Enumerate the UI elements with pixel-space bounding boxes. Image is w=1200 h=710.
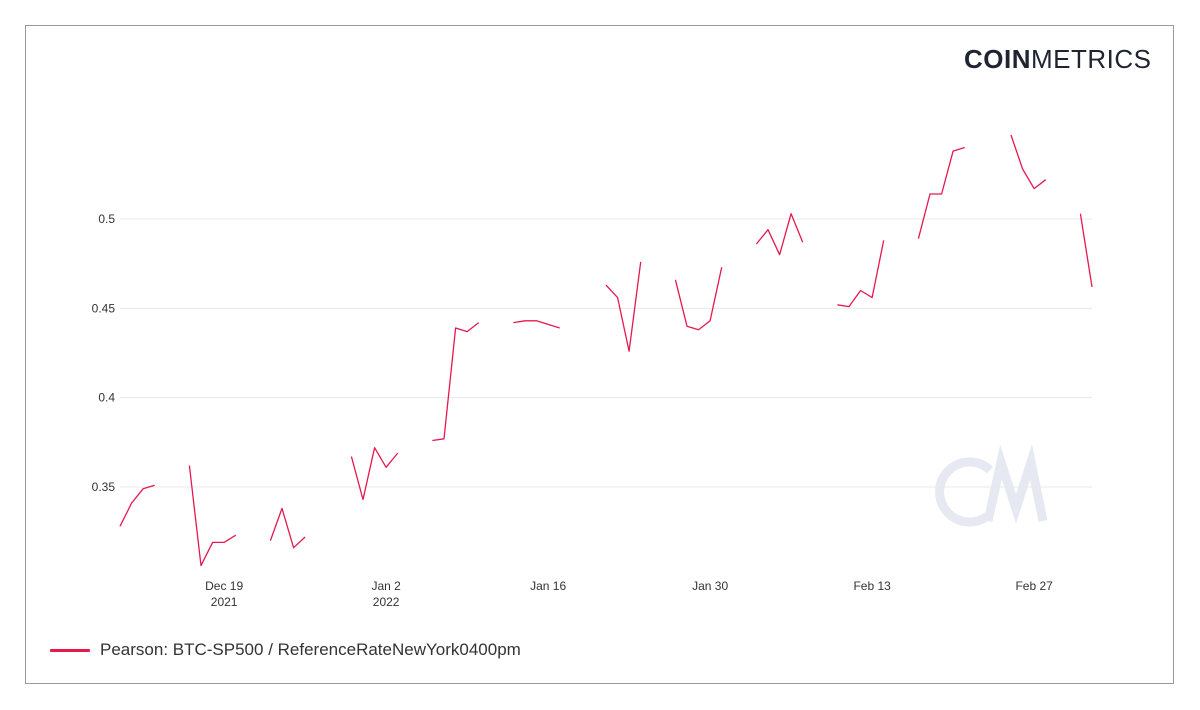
series-line-segment-0-4: [432, 322, 480, 442]
x-tick-label: Feb 27: [1015, 579, 1053, 593]
x-tick-label: Jan 2: [371, 579, 401, 593]
y-tick-label: 0.35: [92, 480, 116, 494]
series-line-segment-0-3: [350, 447, 399, 501]
x-tick-year-label: 2021: [211, 595, 238, 609]
x-tick-label: Feb 13: [853, 579, 891, 593]
series-lines: [119, 134, 1093, 567]
x-tick-label: Jan 30: [692, 579, 728, 593]
y-tick-label: 0.5: [98, 212, 115, 226]
x-tick-label: Dec 19: [205, 579, 243, 593]
series-line-segment-0-2: [269, 507, 306, 549]
series-line-segment-0-0: [119, 484, 155, 527]
series-line-segment-0-7: [674, 267, 723, 331]
y-axis: 0.35 0.4 0.45 0.5: [92, 212, 116, 494]
series-line-segment-0-5: [513, 320, 560, 329]
series-line-segment-0-6: [605, 261, 642, 352]
series-line-segment-0-1: [188, 465, 237, 567]
x-tick-year-label: 2022: [373, 595, 400, 609]
brand-logo-light: METRICS: [1031, 44, 1152, 74]
brand-logo: COINMETRICS: [964, 44, 1152, 75]
series-line-segment-0-11: [1010, 134, 1047, 190]
x-axis: Dec 19 2021 Jan 2 2022 Jan 16 Jan 30 Feb 13 Feb…: [205, 579, 1053, 609]
cm-watermark-icon: [935, 444, 1048, 527]
series-line-segment-0-9: [837, 240, 885, 308]
brand-logo-bold: COIN: [964, 44, 1031, 74]
y-tick-label: 0.45: [92, 301, 116, 315]
grid-lines: [120, 218, 1092, 488]
legend[interactable]: Pearson: BTC-SP500 / ReferenceRateNewYor…: [50, 640, 521, 660]
series-line-segment-0-12: [1079, 213, 1093, 288]
x-tick-label: Jan 16: [530, 579, 566, 593]
series-line-segment-0-10: [917, 146, 965, 239]
legend-label: Pearson: BTC-SP500 / ReferenceRateNewYor…: [100, 640, 521, 659]
chart-frame: [25, 25, 1174, 684]
legend-swatch: [50, 648, 90, 652]
series-line-segment-0-8: [755, 213, 804, 256]
y-tick-label: 0.4: [98, 391, 115, 405]
